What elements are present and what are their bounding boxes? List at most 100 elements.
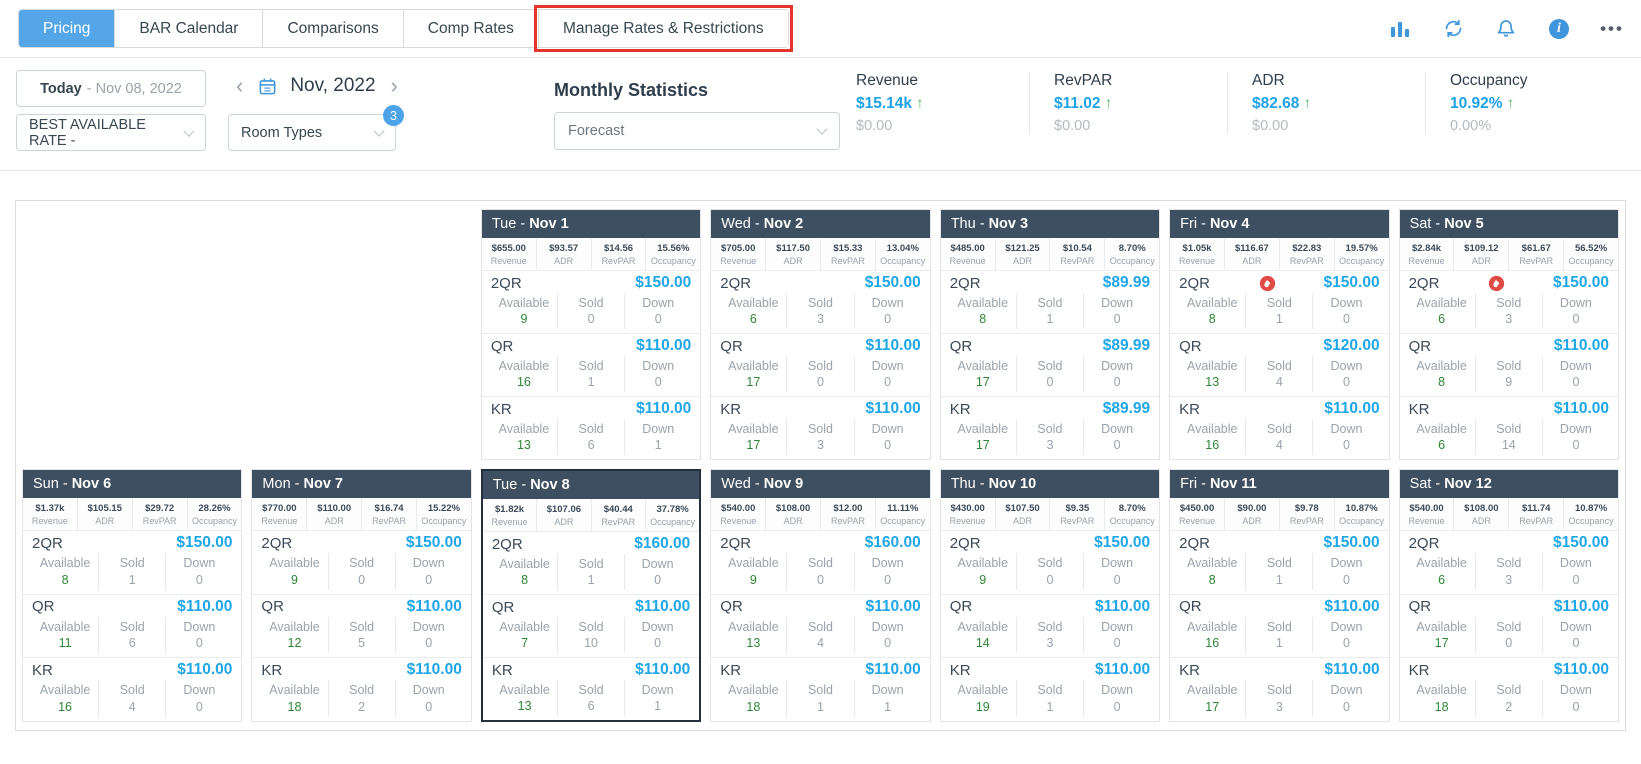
next-month-icon[interactable]: › <box>390 73 398 98</box>
tab-pricing[interactable]: Pricing <box>19 10 116 47</box>
day-stat-value: $116.67 <box>1235 243 1269 254</box>
room-rate[interactable]: $110.00 <box>865 661 921 679</box>
room-rate[interactable]: $110.00 <box>1553 597 1609 615</box>
room-rate[interactable]: $150.00 <box>864 274 921 291</box>
room-rate[interactable]: $160.00 <box>634 535 691 552</box>
bell-icon[interactable] <box>1495 18 1517 40</box>
room-rate[interactable]: $110.00 <box>865 597 921 615</box>
day-card-header: Sun - Nov 6 <box>23 470 242 498</box>
room-rate[interactable]: $110.00 <box>1094 597 1151 615</box>
room-rate[interactable]: $110.00 <box>865 337 921 354</box>
refresh-icon[interactable] <box>1442 18 1464 40</box>
metric-value: 0 <box>1572 700 1580 715</box>
room-row-top: QR $120.00 <box>1179 337 1379 355</box>
room-rate[interactable]: $110.00 <box>1324 400 1380 417</box>
room-rate[interactable]: $150.00 <box>405 534 462 551</box>
room-rate[interactable]: $110.00 <box>406 661 462 679</box>
day-card-nov-12[interactable]: Sat - Nov 12 $540.00 Revenue $108.00 ADR $11.… <box>1398 469 1619 722</box>
metric-label: Available <box>1416 358 1467 373</box>
room-rate[interactable]: $160.00 <box>864 534 921 551</box>
day-stats-strip: $430.00 Revenue $107.50 ADR $9.35 RevPAR 8.70%… <box>940 498 1160 531</box>
room-code: QR <box>720 337 743 355</box>
metric-label: Available <box>728 421 779 436</box>
metric-label: Available <box>728 619 779 634</box>
room-rate[interactable]: $110.00 <box>1324 597 1380 615</box>
room-rate[interactable]: $110.00 <box>406 597 462 615</box>
day-card-nov-7[interactable]: Mon - Nov 7 $770.00 Revenue $110.00 ADR $16.7… <box>251 469 472 722</box>
room-metrics: Available 9 Sold 0 Down 0 <box>720 553 920 590</box>
room-row-kr: KR $110.00 Available 16 Sold 4 Down 0 <box>1170 397 1388 459</box>
info-icon[interactable]: i <box>1548 18 1570 40</box>
room-metric-available: Available 17 <box>720 356 788 392</box>
day-card-nov-9[interactable]: Wed - Nov 9 $540.00 Revenue $108.00 ADR $12.0… <box>710 469 931 722</box>
day-stat-revpar: $16.74 RevPAR <box>362 498 417 530</box>
room-rate[interactable]: $150.00 <box>1094 534 1151 551</box>
room-rate[interactable]: $110.00 <box>865 400 921 417</box>
prev-month-icon[interactable]: ‹ <box>236 73 244 98</box>
stat-label: ADR <box>1252 72 1285 89</box>
stat-value: 10.92% ↑ <box>1450 95 1515 112</box>
metric-value: 8 <box>979 312 987 327</box>
room-rate[interactable]: $89.99 <box>1102 400 1151 417</box>
room-metric-available: Available 13 <box>491 419 558 455</box>
room-code: KR <box>1408 661 1430 679</box>
room-rate[interactable]: $150.00 <box>1323 274 1380 291</box>
ellipsis-icon[interactable]: ••• <box>1600 18 1623 40</box>
room-metric-sold: Sold 2 <box>329 680 396 718</box>
bar-chart-icon[interactable] <box>1389 18 1411 40</box>
room-code: 2QR <box>1408 274 1440 292</box>
day-stat-value: 10.87% <box>1345 503 1378 514</box>
day-card-nov-3[interactable]: Thu - Nov 3 $485.00 Revenue $121.25 ADR $10.5… <box>939 209 1161 460</box>
day-card-nov-2[interactable]: Wed - Nov 2 $705.00 Revenue $117.50 ADR $15.3… <box>710 209 931 460</box>
day-card-nov-4[interactable]: Fri - Nov 4 $1.05k Revenue $116.67 ADR $22.83… <box>1169 209 1390 460</box>
room-rate[interactable]: $89.99 <box>1102 337 1151 354</box>
room-row-qr: QR $110.00 Available 13 Sold 4 Down 0 <box>711 595 930 659</box>
tab-manage-rates-restrictions[interactable]: Manage Rates & Restrictions <box>533 5 793 52</box>
room-rate[interactable]: $110.00 <box>1553 337 1609 354</box>
tab-bar-calendar[interactable]: BAR Calendar <box>115 10 264 47</box>
room-rate[interactable]: $110.00 <box>177 597 233 615</box>
day-stat-revpar: $22.83 RevPAR <box>1280 238 1335 270</box>
day-card-nov-10[interactable]: Thu - Nov 10 $430.00 Revenue $107.50 ADR $9.3… <box>939 469 1161 722</box>
room-rate[interactable]: $150.00 <box>635 274 692 291</box>
metric-label: Down <box>1330 358 1363 373</box>
room-rate[interactable]: $150.00 <box>1323 534 1380 551</box>
room-types-select[interactable]: Room Types 3 <box>228 105 404 151</box>
metric-value: 0 <box>1113 572 1121 587</box>
room-row-2qr: 2QR $160.00 Available 8 Sold 1 Down 0 <box>482 532 700 595</box>
room-rate[interactable]: $150.00 <box>176 534 233 551</box>
metric-value: 0 <box>654 636 662 651</box>
day-stat-label: ADR <box>1012 256 1032 266</box>
room-rate[interactable]: $110.00 <box>635 598 691 615</box>
metric-label: Available <box>1416 295 1467 310</box>
room-metrics: Available 13 Sold 4 Down 0 <box>1179 356 1379 392</box>
tab-comparisons[interactable]: Comparisons <box>263 10 404 47</box>
day-card-nov-5[interactable]: Sat - Nov 5 $2.84k Revenue $109.12 ADR $61.67… <box>1398 209 1619 460</box>
room-rate[interactable]: $110.00 <box>1553 661 1609 679</box>
room-rate[interactable]: $110.00 <box>177 661 233 679</box>
room-rate[interactable]: $110.00 <box>1324 661 1380 679</box>
metric-value: 8 <box>1208 572 1216 587</box>
room-rate[interactable]: $120.00 <box>1323 337 1380 354</box>
room-metric-sold: Sold 14 <box>1476 419 1543 455</box>
rate-plan-select[interactable]: BEST AVAILABLE RATE - <box>16 114 206 151</box>
room-rate[interactable]: $150.00 <box>1552 534 1609 551</box>
day-stat-label: ADR <box>554 256 574 266</box>
day-card-nov-8[interactable]: Tue - Nov 8 $1.82k Revenue $107.06 ADR $40.44… <box>480 469 702 722</box>
calendar-icon <box>259 78 276 94</box>
room-rate[interactable]: $110.00 <box>636 400 692 417</box>
room-rate[interactable]: $89.99 <box>1102 274 1151 291</box>
tab-comp-rates[interactable]: Comp Rates <box>403 10 539 47</box>
day-card-nov-1[interactable]: Tue - Nov 1 $655.00 Revenue $93.57 ADR $14.56… <box>480 209 702 460</box>
day-card-nov-11[interactable]: Fri - Nov 11 $450.00 Revenue $90.00 ADR $9.78… <box>1169 469 1390 722</box>
room-row-top: KR $110.00 <box>491 400 691 418</box>
room-row-top: QR $110.00 <box>1179 598 1379 616</box>
room-rate[interactable]: $150.00 <box>1552 274 1609 291</box>
room-rate[interactable]: $110.00 <box>635 661 691 678</box>
room-rate[interactable]: $110.00 <box>1094 661 1151 679</box>
room-rate[interactable]: $110.00 <box>1553 400 1609 417</box>
forecast-select[interactable]: Forecast <box>554 112 840 150</box>
today-button[interactable]: Today - Nov 08, 2022 <box>16 70 206 107</box>
room-rate[interactable]: $110.00 <box>636 337 692 354</box>
day-card-nov-6[interactable]: Sun - Nov 6 $1.37k Revenue $105.15 ADR $29.72… <box>22 469 243 722</box>
